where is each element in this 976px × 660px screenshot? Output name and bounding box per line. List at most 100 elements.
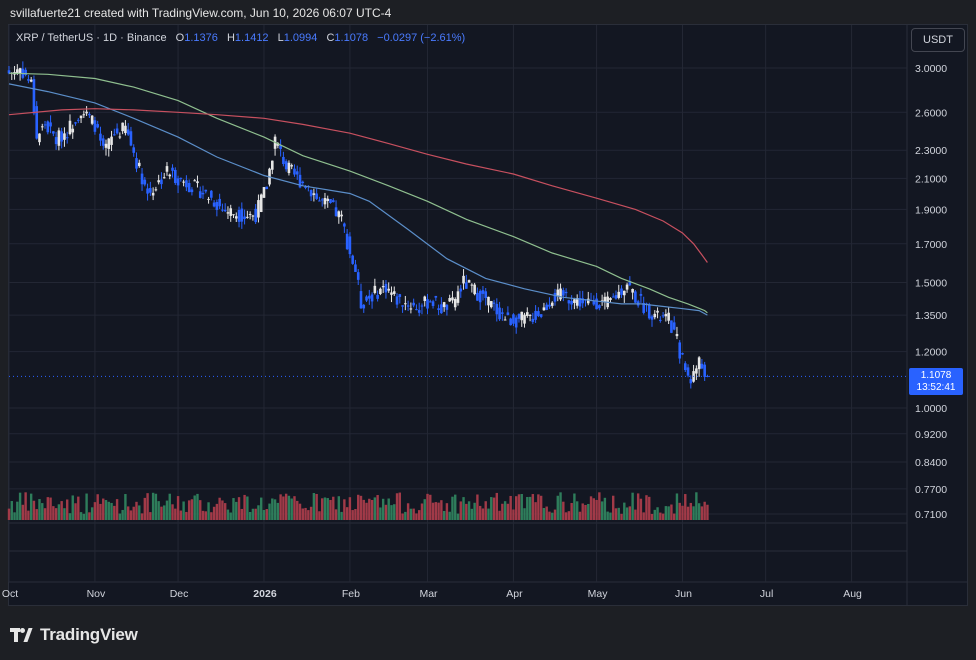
candle-body [318, 200, 321, 202]
volume-bar [398, 492, 401, 520]
candle-body [451, 297, 454, 301]
candle-body [16, 69, 19, 74]
volume-bar [284, 493, 288, 520]
volume-bar [107, 501, 110, 520]
volume-bar [43, 508, 47, 520]
volume-bar [221, 500, 224, 520]
price-tick-label: 2.1000 [915, 173, 947, 185]
candle-body [207, 198, 210, 200]
volume-bar [85, 493, 88, 520]
candle-body [223, 209, 227, 212]
candle-body [110, 136, 113, 145]
candle-body [356, 272, 360, 280]
volume-bar [368, 498, 371, 520]
volume-bar [96, 494, 99, 520]
time-tick-label: Apr [506, 588, 523, 600]
candle-body [118, 136, 122, 138]
candle-body [312, 193, 316, 195]
candle-body [243, 216, 246, 220]
volume-bar [13, 512, 16, 520]
candle-body [171, 167, 174, 171]
volume-bar [454, 494, 457, 520]
candle-body [379, 288, 382, 294]
volume-bar [564, 512, 568, 520]
candle-body [337, 211, 341, 218]
candle-body [240, 208, 244, 222]
volume-bar [79, 512, 83, 520]
candle-body [254, 208, 257, 223]
volume-bar [301, 508, 304, 520]
volume-bar [648, 496, 651, 520]
candle-body [600, 300, 604, 302]
currency-button[interactable]: USDT [911, 28, 965, 52]
time-tick-label: Nov [87, 588, 106, 600]
tradingview-logo[interactable]: TradingView [10, 624, 138, 646]
candle-body [614, 295, 618, 299]
volume-bar [235, 501, 238, 520]
candle-body [18, 68, 22, 74]
ma-slow-line [8, 108, 708, 263]
volume-bar [160, 506, 163, 520]
volume-bar [318, 511, 321, 520]
price-tick-label: 0.9200 [915, 429, 947, 441]
symbol-label[interactable]: XRP / TetherUS · 1D · Binance [16, 32, 167, 44]
price-tick-label: 1.0000 [915, 403, 947, 415]
candle-body [409, 308, 413, 310]
volume-bar [387, 498, 390, 520]
volume-bar [279, 494, 282, 520]
candle-body [459, 288, 463, 292]
volume-bar [229, 512, 232, 520]
volume-bar [63, 508, 66, 520]
volume-bar [559, 492, 562, 520]
candle-body [534, 310, 537, 320]
volume-bar [434, 502, 438, 520]
candle-body [498, 307, 501, 320]
candle-body [478, 290, 482, 303]
volume-bar [126, 506, 130, 520]
volume-bar [584, 504, 587, 520]
volume-bar [503, 501, 507, 520]
volume-bar [581, 503, 584, 520]
candle-body [495, 303, 499, 315]
candle-body [359, 291, 363, 309]
candle-body [683, 363, 687, 371]
time-tick-label: Jul [760, 588, 773, 600]
volume-bar [515, 496, 518, 520]
price-tick-label: 1.9000 [915, 204, 947, 216]
open-label: O [175, 32, 185, 44]
candle-body [681, 353, 684, 355]
volume-bar [312, 493, 316, 520]
candle-body [492, 302, 496, 304]
volume-bar [309, 506, 313, 520]
volume-bar [534, 502, 537, 520]
candle-body [523, 314, 526, 324]
candle-body [509, 318, 512, 326]
time-tick-label: Mar [419, 588, 438, 600]
volume-bar [670, 504, 673, 520]
volume-bar [451, 496, 454, 520]
volume-bar [27, 510, 30, 520]
top-bar: svillafuerte21 created with TradingView.… [0, 0, 976, 24]
candle-body [284, 161, 288, 170]
volume-bar [351, 510, 354, 520]
volume-bar [567, 511, 571, 520]
volume-bar [606, 511, 609, 520]
volume-bar [304, 507, 307, 520]
candle-body [354, 264, 357, 272]
candle-body [528, 314, 532, 316]
ma-mid-line [8, 72, 708, 314]
candle-body [90, 115, 94, 124]
candle-body [622, 290, 626, 296]
volume-bar [390, 505, 393, 520]
candle-body [434, 295, 438, 298]
candle-body [525, 312, 529, 316]
candle-body [426, 299, 429, 309]
volume-bar [600, 501, 604, 520]
candle-body [611, 296, 615, 298]
candle-body [642, 302, 645, 313]
volume-bar [490, 497, 493, 520]
volume-bar [551, 512, 554, 520]
candle-body [271, 160, 274, 170]
price-chart[interactable]: 3.0000 2.6000 2.3000 2.1000 1.9000 1.7000 1.50… [0, 0, 976, 606]
volume-bar [223, 503, 227, 520]
